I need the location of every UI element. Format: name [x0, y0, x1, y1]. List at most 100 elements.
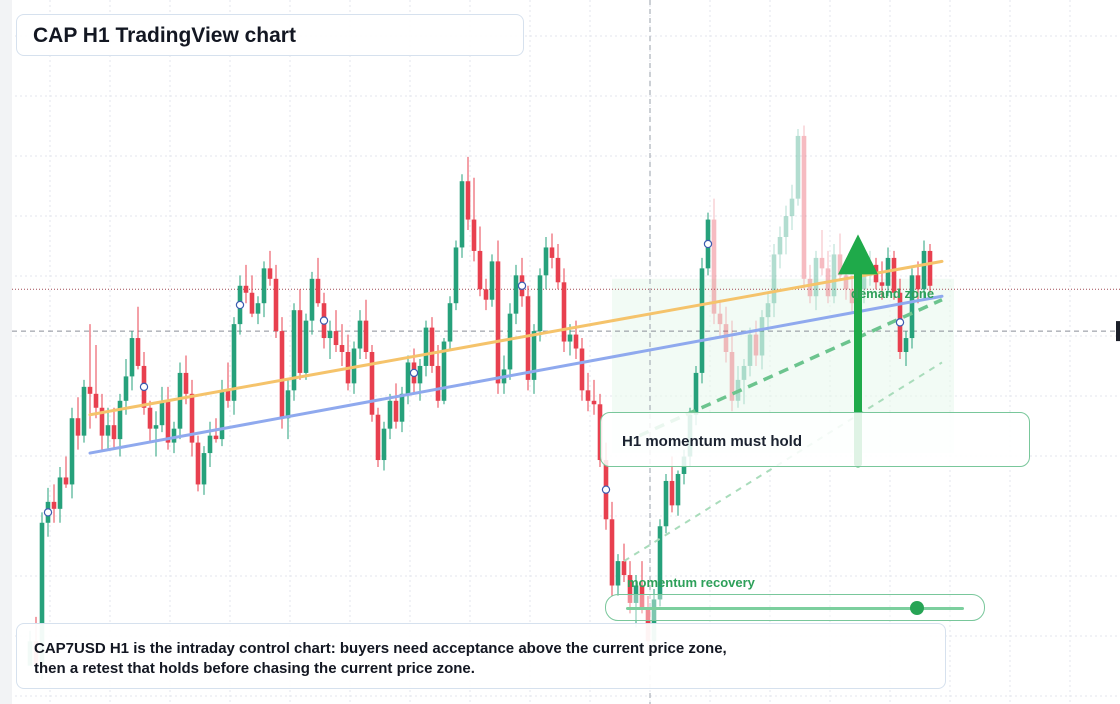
candle	[207, 421, 213, 468]
candle-body	[423, 327, 429, 366]
candle-body	[831, 254, 837, 297]
candle-body	[495, 261, 501, 384]
candle	[123, 358, 129, 415]
candle	[111, 407, 117, 450]
candle	[741, 358, 747, 405]
candle	[747, 327, 753, 377]
candle-body	[627, 575, 633, 603]
candle-body	[747, 334, 753, 366]
candle-body	[789, 198, 795, 217]
candle	[471, 177, 477, 262]
candle	[417, 358, 423, 401]
candle-body	[777, 236, 783, 255]
candle-body	[159, 400, 165, 426]
candle-body	[477, 250, 483, 290]
candle	[255, 296, 261, 325]
candle-body	[561, 282, 567, 342]
trend-line-orange	[88, 259, 944, 417]
candle-body	[801, 135, 807, 279]
candle-body	[183, 372, 189, 394]
candle	[51, 484, 57, 523]
candle-body	[921, 250, 927, 290]
candle	[189, 379, 195, 457]
candle-body	[255, 303, 261, 314]
candle	[927, 243, 933, 293]
candle	[177, 362, 183, 440]
candle	[105, 407, 111, 450]
candle	[663, 473, 669, 534]
candle-body	[333, 331, 339, 346]
candle-body	[69, 418, 75, 485]
candle-body	[813, 257, 819, 297]
candle	[699, 257, 705, 384]
candle	[423, 320, 429, 377]
candle-body	[201, 453, 207, 485]
candle-body	[153, 425, 159, 429]
candle-body	[219, 390, 225, 440]
candle	[825, 250, 831, 304]
slider-track[interactable]	[626, 607, 964, 610]
candle	[69, 407, 75, 499]
candle	[771, 243, 777, 318]
candle	[489, 254, 495, 307]
candle-body	[555, 257, 561, 283]
candle	[129, 331, 135, 391]
candle-body	[147, 407, 153, 429]
candle-body	[843, 275, 849, 290]
candle	[921, 240, 927, 300]
candle	[381, 421, 387, 471]
marker-circle	[517, 281, 527, 290]
candle	[609, 501, 615, 596]
candle-body	[795, 135, 801, 199]
candle	[459, 174, 465, 258]
candle	[369, 345, 375, 422]
candle	[483, 278, 489, 311]
slider-knob[interactable]	[909, 601, 924, 615]
candle	[243, 264, 249, 304]
candle	[333, 310, 339, 352]
candle-body	[879, 282, 885, 286]
candle-body	[393, 400, 399, 422]
candle	[777, 226, 783, 269]
candle-body	[105, 425, 111, 436]
candle-body	[573, 334, 579, 349]
candle-body	[63, 477, 69, 485]
candle-body	[297, 310, 303, 373]
candle	[795, 128, 801, 206]
candle-body	[231, 324, 237, 401]
analysis-note-text: CAP7USD H1 is the intraday control chart…	[34, 640, 727, 677]
candle-body	[699, 268, 705, 373]
candle-body	[123, 376, 129, 401]
candle	[657, 519, 663, 607]
candle	[753, 320, 759, 366]
candle	[363, 299, 369, 359]
candle-body	[891, 257, 897, 293]
candle	[279, 317, 285, 429]
candle-body	[729, 352, 735, 401]
candle-body	[459, 181, 465, 248]
candle-body	[513, 275, 519, 314]
candle-body	[819, 257, 825, 269]
candle-body	[435, 365, 441, 401]
candle	[543, 236, 549, 290]
candle	[201, 446, 207, 495]
candle-body	[783, 216, 789, 237]
candle-body	[339, 345, 345, 352]
candle	[147, 400, 153, 443]
candle-body	[399, 393, 405, 422]
momentum-recovery-slider[interactable]	[605, 594, 985, 621]
candle-body	[609, 519, 615, 586]
candle	[675, 470, 681, 516]
candle-body	[711, 219, 717, 314]
candle-body	[723, 324, 729, 352]
candle	[717, 299, 723, 339]
candle-body	[489, 261, 495, 300]
candle-body	[585, 390, 591, 401]
candle	[831, 243, 837, 304]
marker-circle	[601, 485, 611, 494]
candle-body	[243, 285, 249, 293]
candle-body	[567, 334, 573, 342]
candle-body	[657, 526, 663, 600]
candle-body	[87, 386, 93, 394]
